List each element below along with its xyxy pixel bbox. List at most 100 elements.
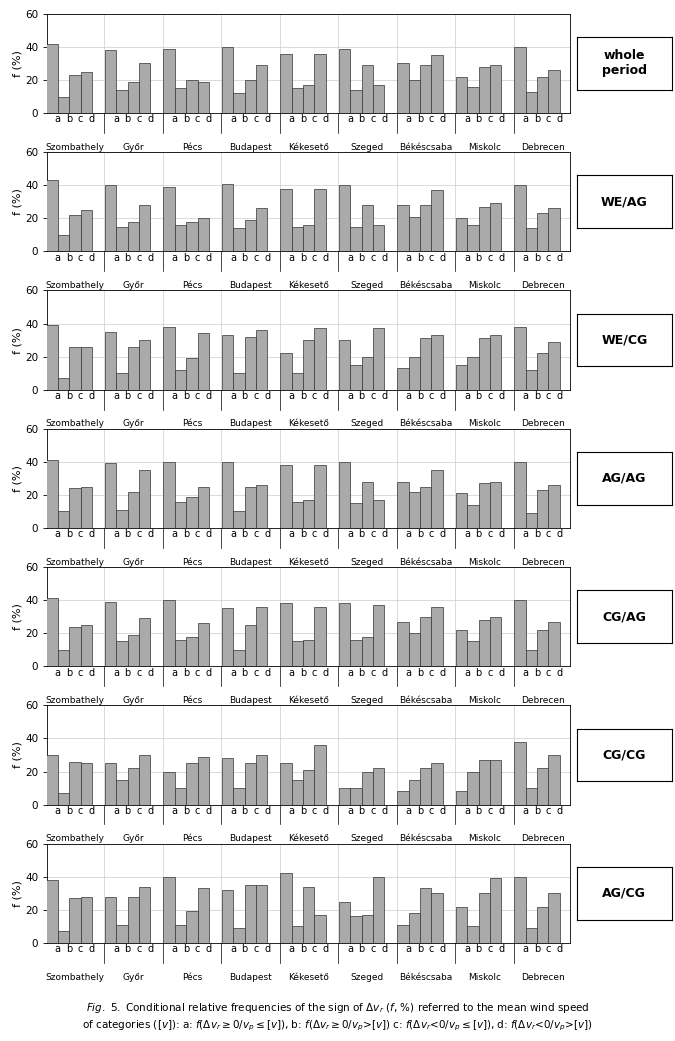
Text: Kékesető: Kékesető: [288, 558, 329, 566]
Bar: [244, 220, 256, 251]
Bar: [69, 215, 80, 251]
Bar: [280, 53, 292, 113]
Bar: [526, 92, 537, 113]
Text: Budapest: Budapest: [229, 143, 272, 152]
Text: Kékesető: Kékesető: [288, 972, 329, 982]
Bar: [222, 335, 234, 389]
Bar: [256, 755, 267, 805]
Text: Szeged: Szeged: [351, 143, 384, 152]
Bar: [105, 50, 116, 113]
Text: Budapest: Budapest: [229, 281, 272, 290]
Text: Debrecen: Debrecen: [521, 972, 564, 982]
Text: Pécs: Pécs: [182, 420, 202, 429]
Bar: [490, 616, 502, 666]
Bar: [244, 885, 256, 943]
Bar: [105, 185, 116, 251]
Bar: [292, 780, 303, 805]
Bar: [280, 353, 292, 389]
Bar: [80, 763, 92, 805]
Bar: [234, 228, 244, 251]
Bar: [163, 877, 175, 943]
Text: AG/AG: AG/AG: [602, 472, 647, 485]
Text: CG/AG: CG/AG: [602, 610, 646, 624]
Bar: [58, 793, 69, 805]
Bar: [409, 357, 420, 389]
Bar: [234, 650, 244, 666]
Bar: [139, 340, 151, 389]
Bar: [69, 898, 80, 943]
Bar: [105, 602, 116, 666]
Bar: [292, 88, 303, 113]
Bar: [128, 81, 139, 113]
Bar: [409, 780, 420, 805]
Text: Pécs: Pécs: [182, 143, 202, 152]
Text: Miskolc: Miskolc: [468, 281, 501, 290]
Bar: [490, 760, 502, 805]
Text: Budapest: Budapest: [229, 696, 272, 705]
Bar: [198, 757, 209, 805]
Bar: [256, 485, 267, 528]
Bar: [244, 625, 256, 666]
Bar: [350, 916, 362, 943]
Bar: [362, 66, 373, 113]
Text: Kékesető: Kékesető: [288, 696, 329, 705]
Bar: [467, 86, 479, 113]
Bar: [128, 635, 139, 666]
Bar: [244, 336, 256, 389]
Bar: [256, 607, 267, 666]
Text: Pécs: Pécs: [182, 558, 202, 566]
Bar: [420, 486, 431, 528]
Bar: [69, 347, 80, 389]
Text: Miskolc: Miskolc: [468, 835, 501, 843]
Bar: [362, 482, 373, 528]
Bar: [490, 482, 502, 528]
Bar: [222, 47, 234, 113]
Bar: [222, 758, 234, 805]
Bar: [128, 347, 139, 389]
Bar: [362, 357, 373, 389]
Bar: [175, 225, 186, 251]
Bar: [420, 616, 431, 666]
Bar: [186, 358, 198, 389]
Text: Debrecen: Debrecen: [521, 558, 564, 566]
Bar: [105, 763, 116, 805]
Bar: [479, 67, 490, 113]
Text: Miskolc: Miskolc: [468, 558, 501, 566]
Bar: [526, 513, 537, 528]
Bar: [479, 620, 490, 666]
Text: Győr: Győr: [123, 696, 144, 705]
Bar: [514, 185, 526, 251]
Bar: [139, 205, 151, 251]
Bar: [315, 915, 326, 943]
Bar: [467, 225, 479, 251]
Text: Békéscsaba: Békéscsaba: [399, 558, 452, 566]
Bar: [373, 225, 384, 251]
Text: Győr: Győr: [123, 281, 144, 290]
Bar: [58, 235, 69, 251]
Bar: [175, 788, 186, 805]
Text: Szeged: Szeged: [351, 281, 384, 290]
Bar: [139, 64, 151, 113]
Y-axis label: f (%): f (%): [12, 327, 22, 354]
Bar: [244, 763, 256, 805]
Bar: [116, 924, 128, 943]
Bar: [373, 500, 384, 528]
Y-axis label: f (%): f (%): [12, 880, 22, 907]
Bar: [292, 502, 303, 528]
Bar: [244, 80, 256, 113]
Bar: [362, 915, 373, 943]
Bar: [234, 511, 244, 528]
Bar: [47, 599, 58, 666]
Bar: [479, 893, 490, 943]
Bar: [420, 338, 431, 389]
Bar: [526, 370, 537, 389]
Bar: [315, 329, 326, 389]
Bar: [244, 486, 256, 528]
Bar: [398, 621, 409, 666]
Text: Pécs: Pécs: [182, 281, 202, 290]
Bar: [280, 188, 292, 251]
Bar: [350, 503, 362, 528]
Text: Miskolc: Miskolc: [468, 696, 501, 705]
Text: Budapest: Budapest: [229, 972, 272, 982]
Bar: [80, 210, 92, 251]
